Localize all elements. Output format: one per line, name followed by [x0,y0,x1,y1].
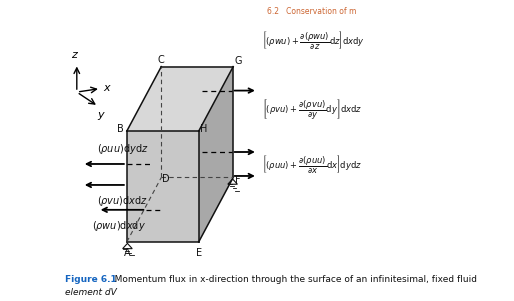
Text: B: B [118,124,124,134]
Text: $\left[(\rho uu)+\dfrac{\partial(\rho uu)}{\partial x}\mathrm{d}x\right]\mathrm{: $\left[(\rho uu)+\dfrac{\partial(\rho uu… [262,153,362,175]
Text: Figure 6.1: Figure 6.1 [65,275,117,284]
Text: D: D [162,174,170,184]
Text: y: y [98,110,104,120]
Polygon shape [199,67,233,242]
Text: z: z [71,50,77,60]
Text: x: x [104,83,111,94]
Text: $(\rho wu)\mathrm{d}x\mathrm{d}y$: $(\rho wu)\mathrm{d}x\mathrm{d}y$ [93,219,146,233]
Text: 6.2   Conservation of m: 6.2 Conservation of m [267,7,356,16]
Polygon shape [127,131,199,242]
Text: element dV: element dV [65,288,117,297]
Text: $(\rho vu)\mathrm{d}x\mathrm{d}z$: $(\rho vu)\mathrm{d}x\mathrm{d}z$ [97,194,148,208]
Text: A: A [123,248,130,258]
Text: $(\rho uu)\mathrm{d}y\mathrm{d}z$: $(\rho uu)\mathrm{d}y\mathrm{d}z$ [97,141,148,156]
Text: F: F [235,175,241,185]
Text: G: G [234,56,242,66]
Text: E: E [196,248,202,258]
Text: $\left[(\rho wu)+\dfrac{\partial(\rho wu)}{\partial z}\mathrm{d}z\right]\mathrm{: $\left[(\rho wu)+\dfrac{\partial(\rho wu… [262,29,364,51]
Text: C: C [158,55,164,65]
Text: H: H [200,124,208,134]
Polygon shape [127,67,233,131]
Text: $\left[(\rho vu)+\dfrac{\partial(\rho vu)}{\partial y}\mathrm{d}y\right]\mathrm{: $\left[(\rho vu)+\dfrac{\partial(\rho vu… [262,97,362,121]
Text: Momentum flux in x-direction through the surface of an infinitesimal, fixed flui: Momentum flux in x-direction through the… [106,275,477,284]
